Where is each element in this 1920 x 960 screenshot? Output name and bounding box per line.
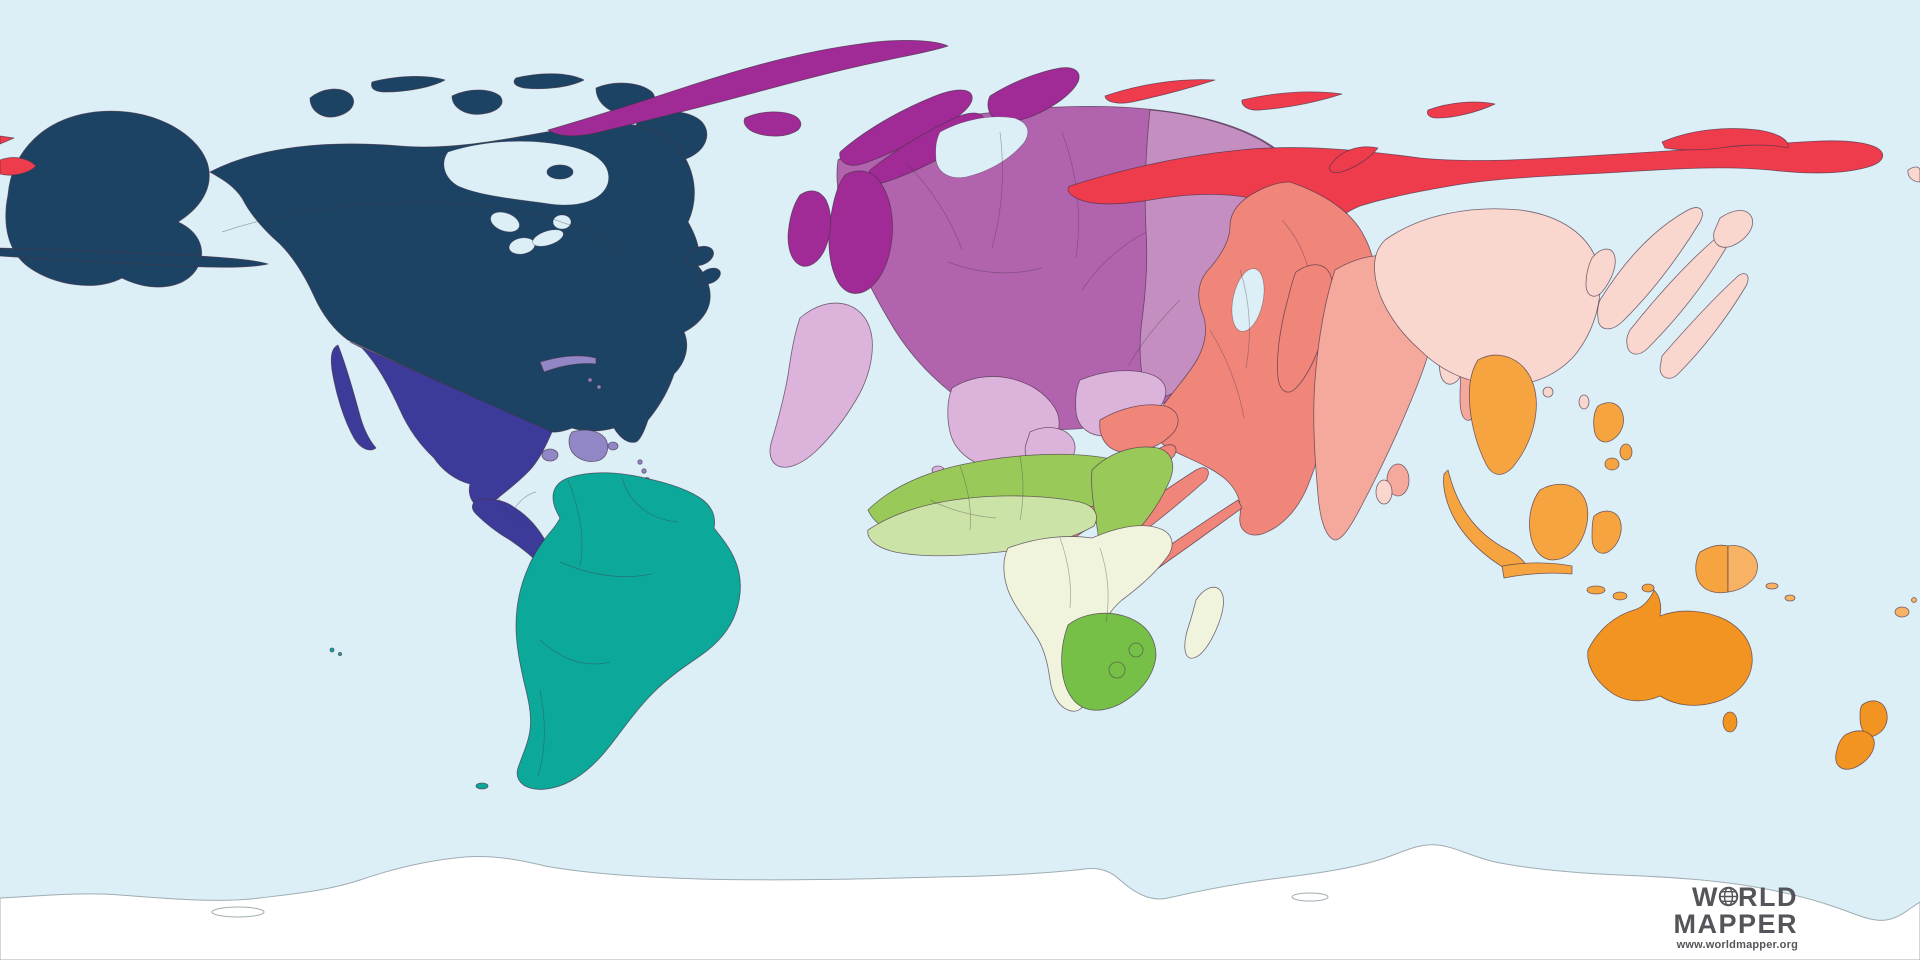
great-lake (552, 214, 572, 230)
galapagos (329, 647, 335, 653)
region-pakistan (1277, 264, 1334, 393)
region-borneo (1529, 483, 1589, 561)
region-mainland-southeast-asia (1468, 354, 1537, 475)
region-japan (1626, 234, 1729, 355)
region-china (1374, 208, 1601, 386)
region-ireland (787, 190, 832, 267)
region-turkey (1099, 404, 1179, 453)
region-philippines (1619, 443, 1633, 461)
melanesian-island (1784, 594, 1796, 602)
region-new-zealand-north (1859, 700, 1888, 737)
baja-california (330, 344, 377, 451)
antarctic-island (211, 906, 265, 918)
region-hispaniola (568, 429, 609, 462)
russia-fragment (1104, 79, 1216, 104)
indonesian-island (1641, 583, 1655, 593)
falkland-islands (475, 782, 489, 790)
globe-icon (1718, 885, 1739, 912)
russia-fragment (1427, 101, 1496, 119)
central-america-borders (497, 491, 537, 527)
arctic-island (371, 75, 446, 93)
logo-line1: W RLD (1673, 884, 1798, 912)
south-america-borders (537, 477, 679, 777)
worldmapper-logo: W RLD MAPPER www.worldmapper.org (1673, 884, 1798, 951)
region-egypt (1091, 446, 1174, 550)
region-australia (1587, 589, 1753, 706)
russia-bering-fragment (0, 157, 37, 176)
aleutian-islands (0, 247, 269, 268)
region-alaska (5, 110, 210, 288)
region-new-guinea-west (1695, 544, 1729, 594)
region-southern-africa (1061, 612, 1157, 711)
arctic-island (513, 73, 585, 90)
region-tasmania (1722, 711, 1738, 733)
region-papua-new-guinea (1727, 545, 1758, 593)
indonesian-island (1612, 591, 1628, 601)
east-asia-island (1375, 479, 1393, 505)
region-fiji (1894, 606, 1910, 618)
logo-w: W (1692, 882, 1719, 912)
region-japan (1659, 273, 1749, 379)
region-iceland (743, 111, 802, 137)
region-sri-lanka (1386, 463, 1410, 497)
russia-fragment (1241, 91, 1343, 111)
galapagos (337, 652, 342, 657)
hong-kong (1542, 386, 1554, 398)
region-japan (1597, 207, 1703, 330)
logo-rld: RLD (1738, 882, 1798, 912)
region-puerto-rico (607, 441, 619, 451)
lesser-antilles (637, 459, 643, 465)
region-mexico (349, 341, 553, 507)
great-lake (532, 229, 564, 247)
bahamas (596, 384, 602, 390)
antarctic-island (1291, 892, 1329, 902)
swaziland-enclave (1128, 642, 1144, 658)
region-taiwan (1578, 394, 1590, 410)
russia-fragment (1329, 146, 1379, 174)
bahamas (587, 377, 593, 383)
africa-borders (929, 455, 1109, 623)
hudson-bay (443, 140, 609, 206)
region-sulawesi (1591, 510, 1622, 554)
region-jamaica (541, 448, 559, 462)
region-korea (1585, 248, 1616, 297)
us-canada-border (221, 202, 631, 259)
pacific-island (1911, 597, 1917, 603)
region-iberia (769, 302, 873, 468)
great-lake (490, 211, 520, 233)
russia-fragment (1661, 128, 1789, 151)
region-cuba (539, 355, 597, 373)
caspian-sea (1231, 268, 1265, 332)
arctic-island (451, 89, 503, 115)
region-greenland (547, 39, 949, 137)
logo-line2: MAPPER (1673, 909, 1798, 939)
nova-scotia (699, 267, 721, 285)
russia-bering-fragment (0, 135, 15, 145)
baltic-sea (935, 116, 1029, 178)
kamchatka-fragment (1907, 166, 1920, 183)
lesotho-enclave (1108, 661, 1126, 679)
region-south-america (515, 472, 741, 790)
melanesian-island (1765, 582, 1779, 590)
hudson-bay-island (546, 164, 574, 180)
region-new-zealand-south (1835, 730, 1875, 770)
region-antarctica (0, 844, 1920, 960)
region-java (1501, 562, 1573, 579)
lesser-antilles (641, 468, 647, 474)
region-philippines (1593, 402, 1624, 443)
arctic-island (309, 88, 354, 118)
region-madagascar (1184, 586, 1224, 659)
region-norway (839, 89, 973, 166)
indonesian-island (1586, 585, 1606, 595)
region-hokkaido (1713, 210, 1753, 248)
newfoundland (686, 245, 714, 267)
logo-url: www.worldmapper.org (1676, 939, 1798, 951)
region-philippines (1604, 457, 1620, 471)
